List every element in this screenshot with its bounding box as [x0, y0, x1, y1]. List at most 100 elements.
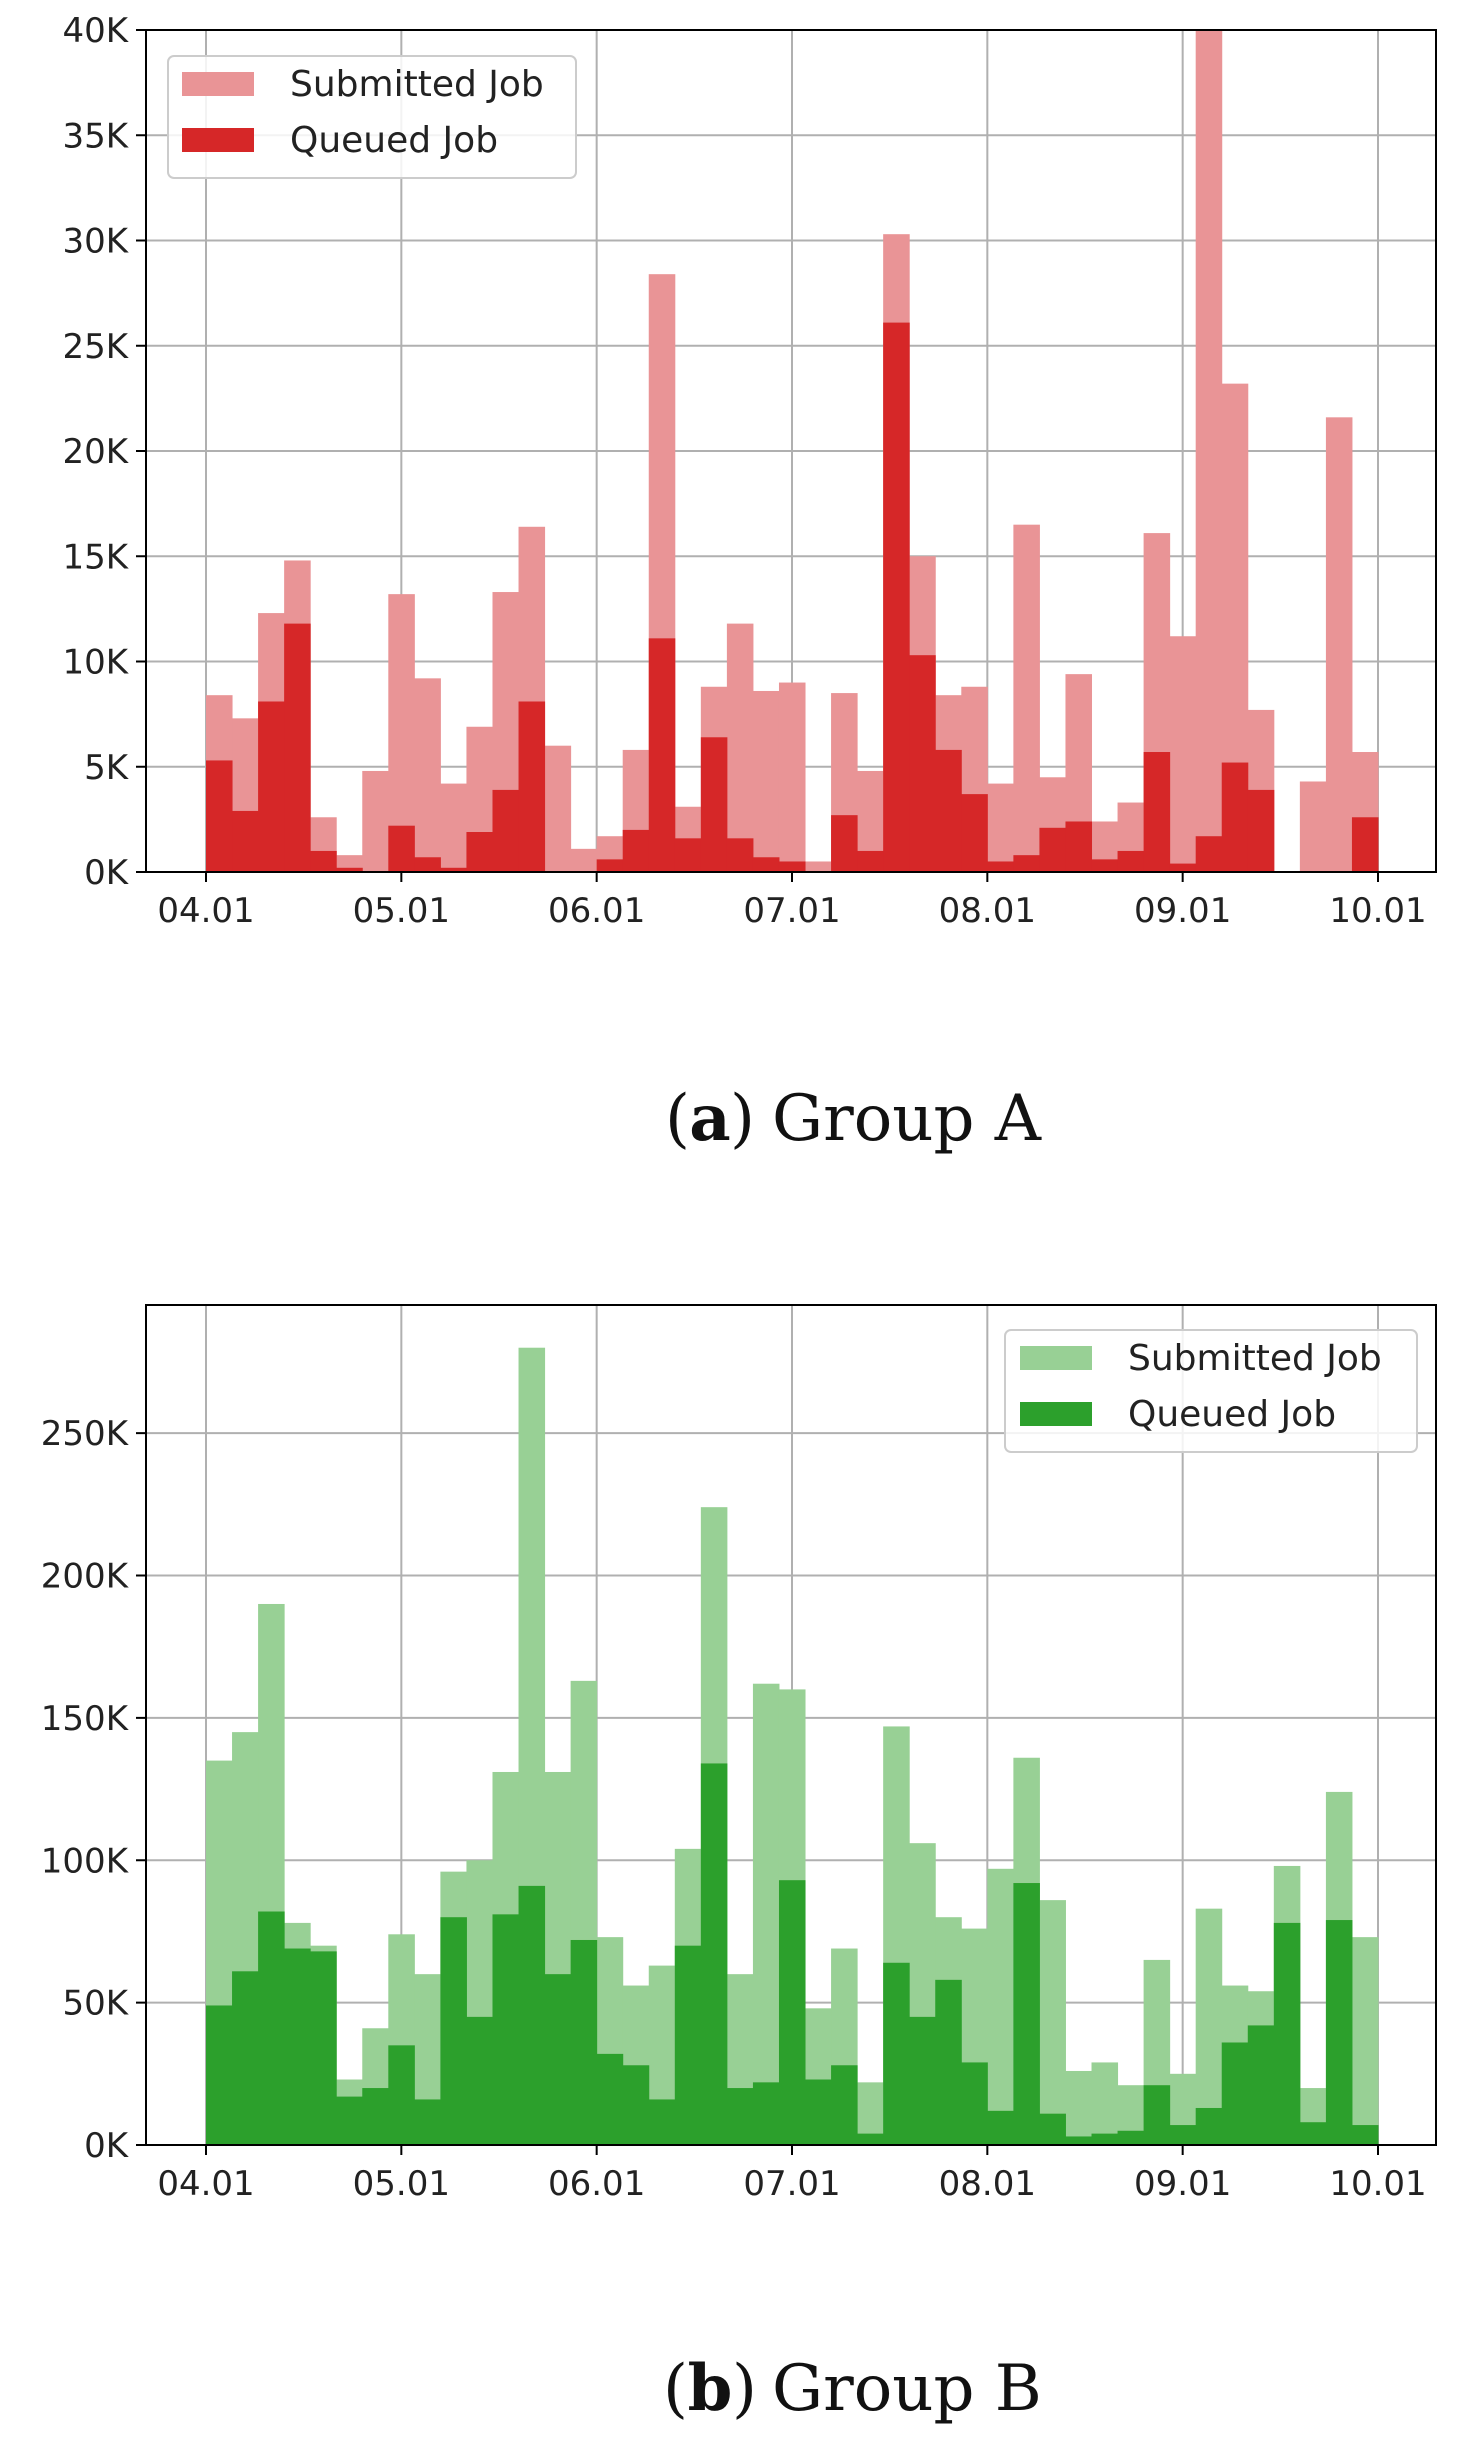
legend-swatch-submitted — [182, 72, 254, 96]
queued-job-bar — [206, 2005, 233, 2145]
x-tick-label: 04.01 — [157, 891, 254, 931]
queued-job-bar — [1195, 836, 1223, 872]
submitted-job-bar — [1299, 781, 1327, 872]
queued-job-bar — [284, 1948, 311, 2145]
queued-job-bar — [1117, 850, 1145, 872]
queued-job-bar — [1325, 1920, 1353, 2145]
queued-job-bar — [648, 2099, 676, 2145]
queued-job-bar — [206, 760, 233, 872]
queued-job-bar — [1221, 762, 1249, 872]
x-tick-label: 06.01 — [548, 891, 645, 931]
queued-job-bar — [232, 1971, 259, 2145]
queued-job-bar — [909, 2016, 936, 2145]
queued-job-bar — [831, 2065, 858, 2145]
x-tick-label: 06.01 — [548, 2164, 645, 2204]
x-tick-label: 05.01 — [353, 2164, 450, 2204]
submitted-job-bar — [1351, 1937, 1379, 2145]
submitted-job-bar — [1065, 2070, 1093, 2145]
queued-job-bar — [570, 1939, 598, 2145]
queued-job-bar — [674, 1945, 702, 2145]
caption-open-paren: ( — [665, 1082, 690, 1156]
queued-job-bar — [1221, 2042, 1249, 2145]
submitted-job-bar — [778, 682, 806, 872]
queued-job-bar — [1065, 2136, 1093, 2145]
queued-job-bar — [700, 1763, 728, 2145]
caption-close-paren: ) — [730, 1082, 755, 1156]
submitted-job-bar — [1169, 636, 1197, 872]
queued-job-bar — [752, 2082, 780, 2145]
queued-job-bar — [466, 2016, 493, 2145]
queued-job-bar — [1013, 1883, 1040, 2145]
queued-job-bar — [336, 867, 363, 872]
x-tick-label: 09.01 — [1134, 891, 1231, 931]
queued-job-bar — [388, 825, 415, 872]
submitted-job-bar — [752, 1683, 780, 2145]
submitted-job-bar — [1325, 417, 1353, 872]
submitted-job-bar — [570, 848, 598, 872]
queued-job-bar — [857, 2133, 884, 2145]
y-tick-label: 150K — [41, 1699, 130, 1739]
queued-job-bar — [336, 2096, 363, 2145]
queued-job-bar — [1039, 827, 1066, 872]
submitted-job-bar — [414, 678, 441, 872]
queued-job-bar — [831, 815, 858, 872]
queued-job-bar — [805, 2079, 832, 2145]
x-axis-ticks: 04.01 05.01 06.01 07.01 08.01 09.01 10.01 — [157, 872, 1427, 931]
y-axis-ticks: 0K 5K 10K 15K 20K 25K 30K 35K 40K — [62, 11, 146, 893]
y-tick-label: 10K — [62, 643, 129, 683]
queued-job-bar — [1247, 789, 1275, 872]
legend-box — [1004, 1329, 1418, 1453]
y-tick-label: 0K — [84, 2126, 130, 2166]
y-tick-label: 15K — [62, 537, 129, 577]
queued-job-bar — [1091, 2133, 1119, 2145]
queued-job-bar — [622, 2065, 650, 2145]
queued-job-bar — [1169, 863, 1197, 872]
chart-panel-a: 0K 5K 10K 15K 20K 25K 30K 35K 40K 04.01 05.01 06.0… — [62, 11, 1437, 1156]
legend-box — [167, 55, 577, 179]
submitted-job-bar — [1039, 1900, 1066, 2145]
queued-job-bar — [700, 737, 728, 872]
legend-label-submitted: Submitted Job — [290, 64, 544, 105]
x-tick-label: 08.01 — [939, 891, 1036, 931]
queued-job-bar — [935, 1979, 962, 2145]
queued-job-bar — [284, 623, 311, 872]
queued-job-bars — [206, 1763, 1379, 2145]
y-tick-label: 200K — [41, 1557, 130, 1597]
queued-job-bar — [961, 2062, 988, 2145]
queued-job-bar — [1143, 752, 1171, 872]
queued-job-bar — [492, 789, 520, 872]
queued-job-bar — [1143, 2085, 1171, 2145]
queued-job-bar — [388, 2045, 415, 2145]
legend-swatch-queued — [1020, 1402, 1092, 1426]
queued-job-bar — [414, 857, 441, 872]
queued-job-bar — [440, 1917, 467, 2145]
legend-swatch-queued — [182, 128, 254, 152]
queued-job-bar — [961, 794, 988, 872]
legend-label-queued: Queued Job — [290, 120, 498, 161]
submitted-job-bar — [362, 770, 389, 872]
queued-job-bar — [414, 2099, 441, 2145]
queued-job-bar — [492, 1914, 520, 2145]
queued-job-bar — [987, 861, 1014, 872]
queued-job-bar — [518, 1885, 546, 2145]
caption-letter: a — [689, 1081, 730, 1156]
x-tick-label: 04.01 — [157, 2164, 254, 2204]
queued-job-bar — [1013, 855, 1040, 872]
queued-job-bar — [310, 850, 337, 872]
y-tick-label: 50K — [62, 1984, 129, 2024]
queued-job-bar — [1091, 859, 1119, 872]
x-tick-label: 10.01 — [1329, 2164, 1426, 2204]
caption-open-paren: ( — [663, 2352, 688, 2426]
y-tick-label: 0K — [84, 853, 130, 893]
y-tick-label: 100K — [41, 1841, 130, 1881]
queued-job-bar — [258, 701, 285, 872]
queued-job-bar — [935, 749, 962, 872]
x-tick-label: 07.01 — [743, 2164, 840, 2204]
queued-job-bar — [1065, 821, 1093, 872]
submitted-job-bar — [726, 623, 754, 872]
submitted-job-bar — [987, 1868, 1014, 2145]
queued-job-bar — [1351, 2125, 1379, 2145]
queued-job-bar — [857, 850, 884, 872]
y-tick-label: 30K — [62, 222, 129, 262]
queued-job-bar — [1195, 2107, 1223, 2145]
